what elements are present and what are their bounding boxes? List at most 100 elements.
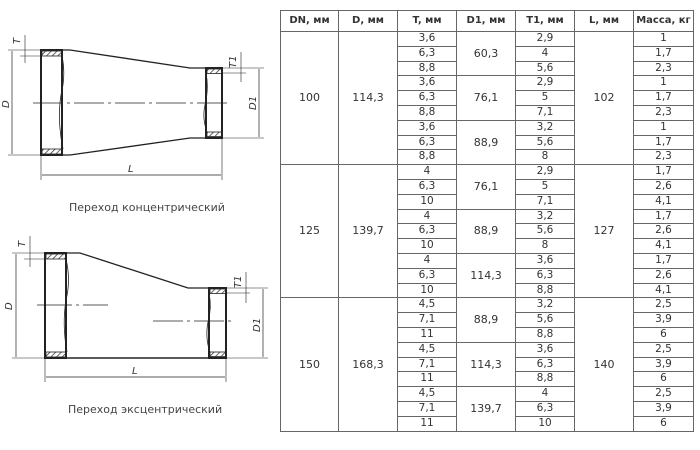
label-T: T [17, 240, 28, 247]
column-header-dn: DN, мм [280, 10, 339, 32]
table-row: 3,6 76,1 2,9 1 [281, 75, 694, 121]
cell-mass: 2,6 [633, 267, 694, 284]
cell-t: 4,5 [397, 386, 457, 402]
table-row: 6,3 4 1,7 [281, 45, 694, 62]
label-T: T [12, 37, 23, 44]
column-header-mass: Масса, кг [633, 10, 694, 32]
cell-mass: 2,5 [633, 386, 694, 402]
cell-t1: 5,6 [515, 223, 575, 240]
cell-t1: 8,8 [515, 282, 575, 299]
cell-t: 10 [397, 193, 457, 210]
cell-t: 4 [397, 164, 457, 180]
cell-mass: 1,7 [633, 252, 694, 269]
reducer-spec-table: DN, мм D, мм T, мм D1, мм T1, мм L, мм Масса, … [280, 10, 694, 432]
table-row: 6,3 5,6 1,7 [281, 134, 694, 151]
cell-t1: 3,6 [515, 252, 575, 269]
cell-mass: 2,5 [633, 297, 694, 314]
table-body: 100 114,3 3,6 60,3 2,9 102 1 6,3 4 1,7 8,8 5,6 2,3 3,… [280, 30, 694, 432]
table-row: 6,3 5 1,7 [281, 90, 694, 106]
cell-mass: 1,7 [633, 208, 694, 225]
label-D: D [4, 302, 15, 310]
table-row: 11 8,8 6 [281, 326, 694, 343]
cell-d1: 88,9 [456, 119, 516, 166]
cell-t: 6,3 [397, 45, 457, 62]
cell-t1: 10 [515, 415, 575, 432]
cell-t1: 2,9 [515, 164, 575, 180]
eccentric-reducer-drawing [12, 236, 268, 382]
cell-t1: 5 [515, 90, 575, 106]
column-header-t1: T1, мм [515, 10, 575, 32]
cell-t: 3,6 [397, 31, 457, 47]
cell-t: 8,8 [397, 104, 457, 121]
cell-mass: 2,6 [633, 178, 694, 195]
cell-dn: 125 [280, 164, 339, 299]
table-row: 8,8 8 2,3 [281, 149, 694, 166]
cell-t1: 5,6 [515, 312, 575, 328]
cell-dn: 150 [280, 297, 339, 432]
label-D1: D1 [252, 318, 263, 332]
cell-mass: 1 [633, 119, 694, 136]
cell-t1: 6,3 [515, 400, 575, 417]
concentric-caption: Переход концентрический [69, 201, 225, 214]
cell-t: 3,6 [397, 75, 457, 92]
cell-t1: 7,1 [515, 104, 575, 121]
cell-mass: 6 [633, 371, 694, 388]
cell-mass: 1 [633, 75, 694, 92]
cell-t: 3,6 [397, 119, 457, 136]
cell-mass: 2,3 [633, 60, 694, 77]
cell-t1: 7,1 [515, 193, 575, 210]
cell-mass: 6 [633, 326, 694, 343]
reducer-drawings: T D T1 D1 L T D T1 D1 L [1, 35, 268, 382]
cell-t: 4 [397, 208, 457, 225]
cell-l: 140 [574, 297, 634, 432]
cell-l: 102 [574, 30, 634, 166]
cell-d1: 76,1 [456, 164, 516, 210]
column-header-t: T, мм [397, 10, 457, 32]
table-header-row: DN, мм D, мм T, мм D1, мм T1, мм L, мм Масса, … [280, 10, 694, 32]
table-row: 4 88,9 3,2 1,7 [281, 208, 694, 254]
cell-t1: 6,3 [515, 356, 575, 373]
column-header-l: L, мм [574, 10, 634, 32]
label-L: L [128, 164, 134, 175]
table-row: 6,3 6,3 2,6 [281, 267, 694, 284]
table-row: 7,1 5,6 3,9 [281, 312, 694, 328]
cell-t1: 8,8 [515, 326, 575, 343]
table-row: 7,1 6,3 3,9 [281, 400, 694, 417]
cell-t1: 3,2 [515, 208, 575, 225]
concentric-reducer-drawing [8, 35, 264, 180]
cell-mass: 1,7 [633, 90, 694, 106]
cell-t: 6,3 [397, 267, 457, 284]
cell-mass: 4,1 [633, 282, 694, 299]
cell-mass: 1,7 [633, 45, 694, 62]
cell-t: 10 [397, 238, 457, 254]
cell-t: 4,5 [397, 297, 457, 314]
cell-mass: 2,3 [633, 149, 694, 166]
cell-t: 8,8 [397, 149, 457, 166]
label-D1: D1 [248, 96, 259, 110]
cell-t: 11 [397, 371, 457, 388]
column-header-d: D, мм [338, 10, 398, 32]
cell-t: 8,8 [397, 60, 457, 77]
cell-t1: 8 [515, 149, 575, 166]
table-row: 8,8 7,1 2,3 [281, 104, 694, 121]
cell-mass: 3,9 [633, 400, 694, 417]
cell-t1: 4 [515, 386, 575, 402]
cell-d1: 60,3 [456, 30, 516, 77]
cell-mass: 2,3 [633, 104, 694, 121]
cell-t1: 8 [515, 238, 575, 254]
cell-mass: 4,1 [633, 193, 694, 210]
cell-t1: 3,2 [515, 297, 575, 314]
table-row: 10 8 4,1 [281, 238, 694, 254]
table-row: 125 139,7 4 76,1 2,9 127 1,7 [280, 164, 694, 299]
cell-t1: 5,6 [515, 60, 575, 77]
label-T1: T1 [233, 276, 244, 288]
cell-mass: 1,7 [633, 164, 694, 180]
cell-mass: 1,7 [633, 134, 694, 151]
cell-t: 4,5 [397, 341, 457, 358]
cell-t: 6,3 [397, 134, 457, 151]
cell-t: 7,1 [397, 312, 457, 328]
cell-l: 127 [574, 164, 634, 299]
label-T1: T1 [228, 56, 239, 68]
cell-t1: 2,9 [515, 31, 575, 47]
cell-t: 7,1 [397, 400, 457, 417]
